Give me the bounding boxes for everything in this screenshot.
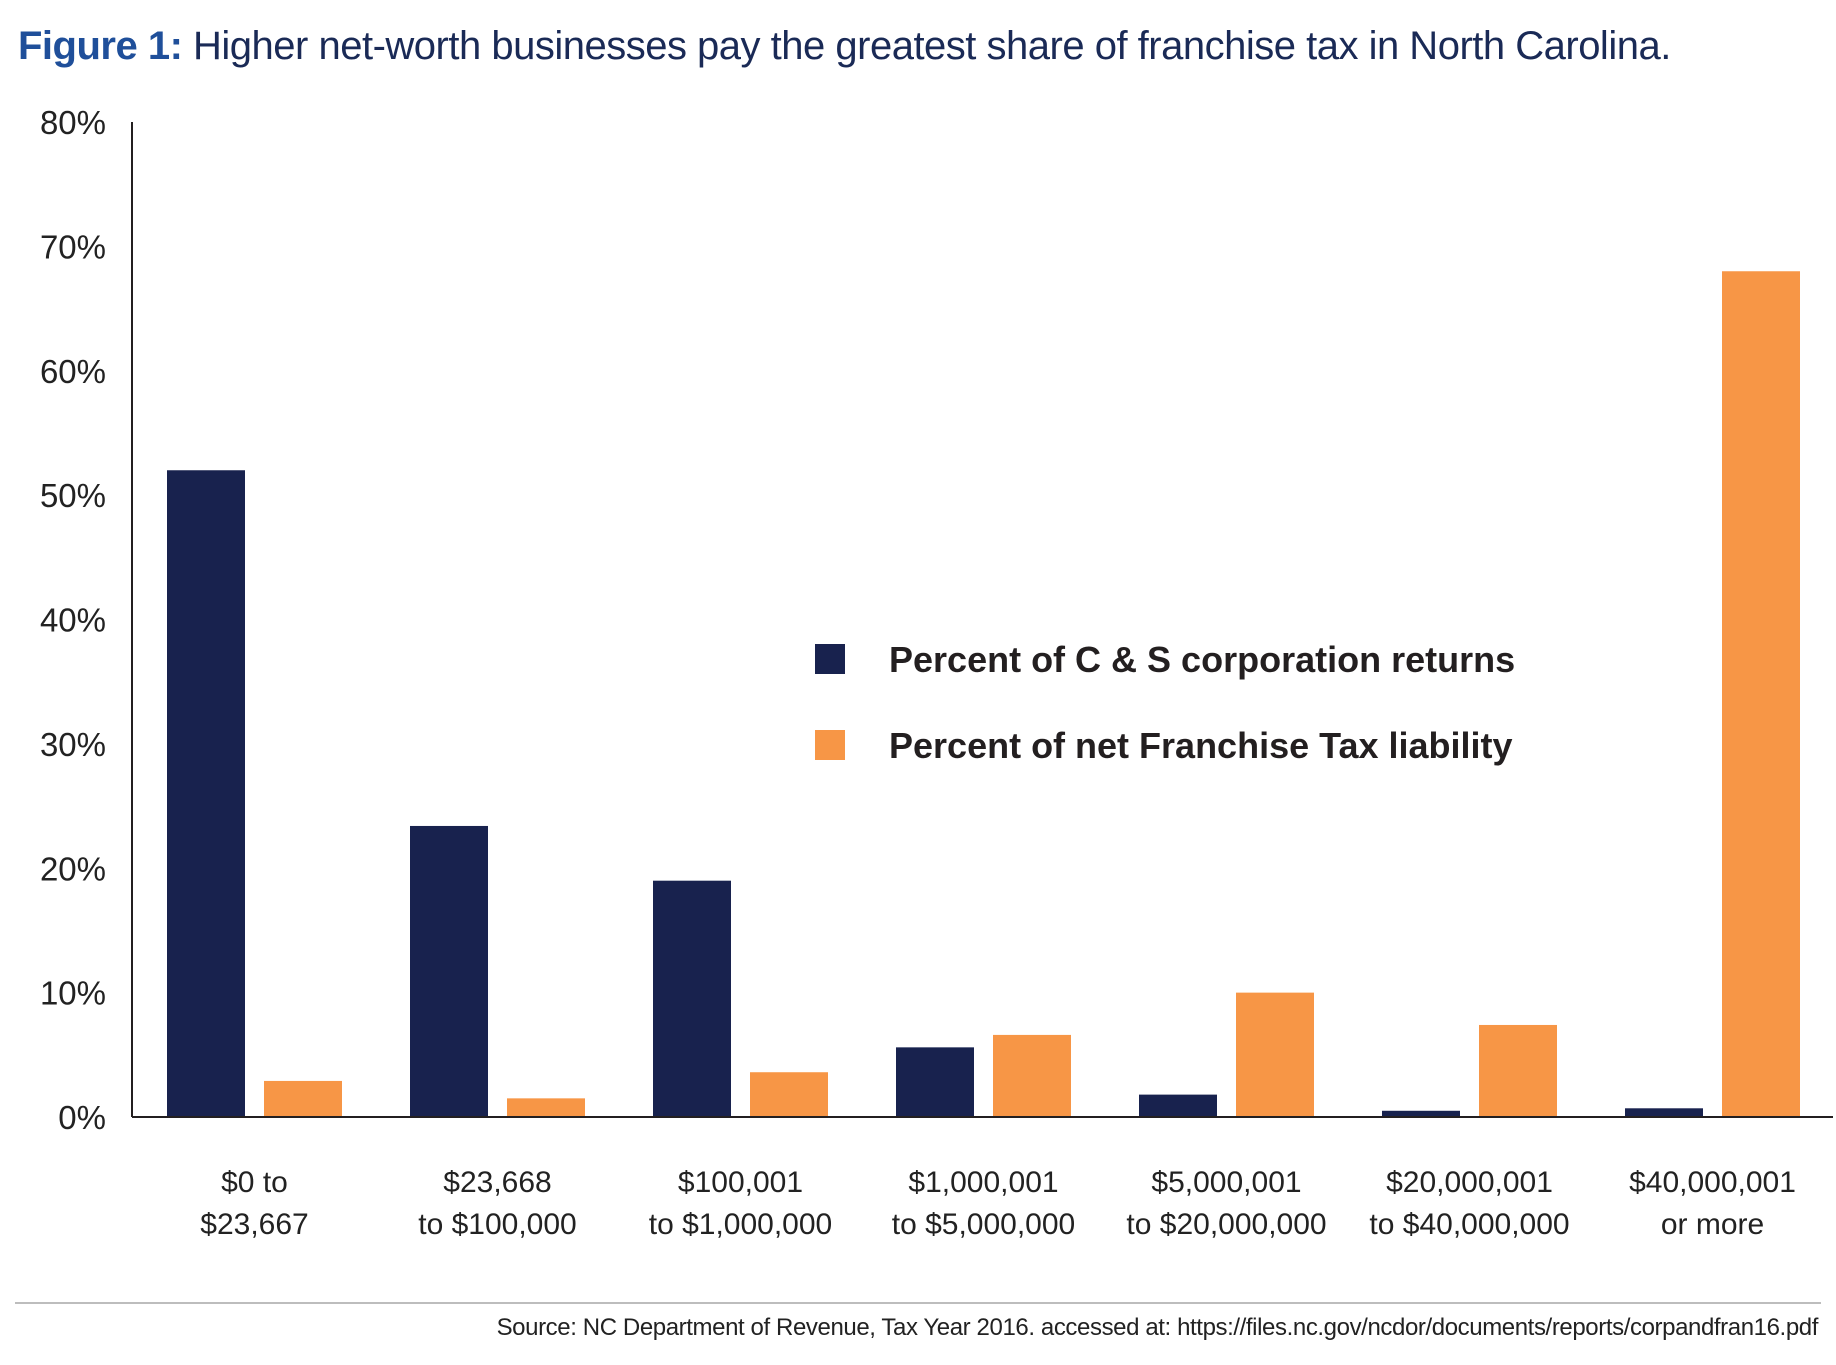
- footer-divider: [15, 1302, 1821, 1304]
- bar-returns: [1625, 1108, 1703, 1117]
- figure-title-text: Higher net-worth businesses pay the grea…: [193, 24, 1671, 68]
- y-tick-label: 0%: [58, 1099, 106, 1136]
- x-tick-label: $23,667: [200, 1208, 308, 1241]
- x-tick-label: to $40,000,000: [1369, 1208, 1569, 1241]
- bar-chart: 0%10%20%30%40%50%60%70%80% $0 to$23,667$…: [40, 104, 1833, 1241]
- x-tick-label: to $20,000,000: [1126, 1208, 1326, 1241]
- bar-liability: [1722, 271, 1800, 1117]
- x-tick-label: $0 to: [221, 1166, 288, 1199]
- legend-swatch: [815, 644, 845, 674]
- x-tick-label: $1,000,001: [908, 1166, 1058, 1199]
- bar-returns: [167, 470, 245, 1117]
- figure-title: Figure 1: Higher net-worth businesses pa…: [18, 24, 1671, 69]
- y-tick-label: 70%: [40, 228, 106, 265]
- x-tick-label: to $1,000,000: [649, 1208, 833, 1241]
- legend: Percent of C & S corporation returns Perc…: [815, 639, 1515, 766]
- x-tick-label: $20,000,001: [1386, 1166, 1553, 1199]
- x-tick-label: $40,000,001: [1629, 1166, 1796, 1199]
- bar-returns: [896, 1047, 974, 1117]
- bar-returns: [1382, 1110, 1460, 1117]
- bar-liability: [1479, 1024, 1557, 1117]
- x-tick-label: $100,001: [678, 1166, 803, 1199]
- legend-label: Percent of C & S corporation returns: [889, 639, 1515, 680]
- bars: [167, 271, 1800, 1117]
- y-tick-label: 80%: [40, 104, 106, 141]
- bar-returns: [1139, 1094, 1217, 1117]
- x-tick-label: $23,668: [443, 1166, 551, 1199]
- y-tick-label: 10%: [40, 975, 106, 1012]
- legend-swatch: [815, 730, 845, 760]
- x-tick-label: to $100,000: [418, 1208, 576, 1241]
- x-tick-label: $5,000,001: [1151, 1166, 1301, 1199]
- bar-returns: [410, 825, 488, 1117]
- x-axis-tick-labels: $0 to $23,667 $23,668 to $100,000 $100,001 to…: [200, 1166, 1796, 1241]
- y-tick-label: 20%: [40, 850, 106, 887]
- legend-label: Percent of net Franchise Tax liability: [889, 725, 1513, 766]
- bar-liability: [1236, 992, 1314, 1117]
- y-tick-label: 30%: [40, 726, 106, 763]
- source-note: Source: NC Department of Revenue, Tax Ye…: [496, 1314, 1819, 1341]
- y-axis-tick-labels: 0% 10% 20% 30% 40% 50% 60% 70% 80%: [40, 104, 106, 1136]
- bar-liability: [750, 1072, 828, 1117]
- bar-liability: [993, 1034, 1071, 1117]
- bar-liability: [264, 1080, 342, 1117]
- y-tick-label: 40%: [40, 602, 106, 639]
- y-tick-label: 60%: [40, 353, 106, 390]
- figure-label: Figure 1:: [18, 24, 183, 68]
- y-tick-label: 50%: [40, 477, 106, 514]
- bar-returns: [653, 880, 731, 1117]
- x-tick-label: to $5,000,000: [892, 1208, 1076, 1241]
- x-tick-label: or more: [1661, 1208, 1764, 1241]
- bar-liability: [507, 1098, 585, 1117]
